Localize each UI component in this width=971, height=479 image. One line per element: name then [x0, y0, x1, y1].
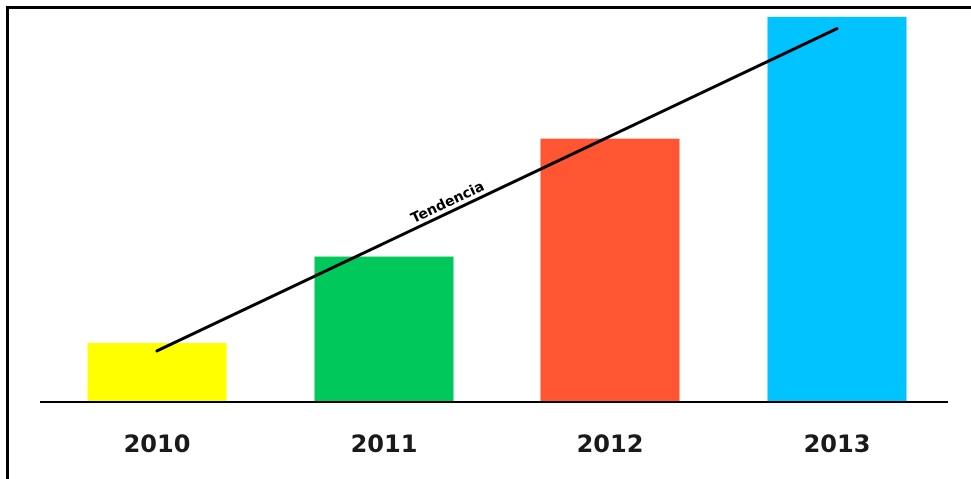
bar-2012: [540, 138, 680, 402]
bars-group: [87, 16, 907, 403]
x-tick-label-2012: 2012: [577, 430, 644, 458]
bar-2010: [87, 343, 227, 402]
x-tick-label-2013: 2013: [804, 430, 871, 458]
trend-line-label: Tendencia: [408, 179, 486, 227]
x-tick-labels: 2010 2011 2012 2013: [124, 430, 871, 458]
x-tick-label-2011: 2011: [351, 430, 418, 458]
bar-2013: [767, 16, 907, 403]
trend-line: [155, 27, 839, 353]
bar-2011: [314, 256, 454, 402]
x-tick-label-2010: 2010: [124, 430, 191, 458]
